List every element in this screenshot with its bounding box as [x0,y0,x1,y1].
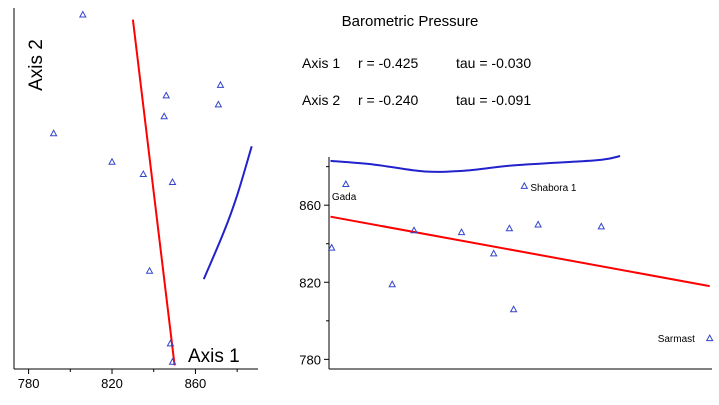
panel1-point-triangle [520,181,529,189]
panel0-point-triangle [139,170,148,178]
panel0-point-triangle [168,357,177,365]
panel0-point-triangle [216,80,225,88]
stat-axis1-tau: tau = -0.030 [456,55,531,71]
panel1-point-triangle [509,305,518,313]
panel0-fit-line-1 [202,146,253,280]
panel1-y-tick-label: 780 [299,352,321,367]
panel1-y-tick-label: 820 [299,275,321,290]
panel1-point-triangle [505,224,514,232]
panel0-point-triangle [214,100,223,108]
point-label-gada: Gada [332,192,357,203]
panel1-point-triangle [597,222,606,230]
panel1-point-triangle [410,226,418,234]
stat-axis1-r: r = -0.425 [358,55,419,71]
stat-axis2-name: Axis 2 [302,92,340,108]
panel0-fit-line-0 [131,19,176,366]
panel0-x-tick-label: 780 [18,376,40,391]
panel0-x-tick-label: 820 [101,376,123,391]
left-ylabel: Axis 2 [26,39,47,91]
panel1-point-triangle [705,334,714,342]
panel1-point-triangle [388,280,397,288]
point-label-shabora-1: Shabora 1 [530,183,577,194]
panel0-x-tick-label: 860 [185,376,207,391]
point-label-sarmast: Sarmast [658,334,695,345]
panel0-point-triangle [166,339,175,347]
stat-axis2-tau: tau = -0.091 [456,92,531,108]
stat-axis1-name: Axis 1 [302,55,340,71]
stat-axis2-r: r = -0.240 [358,92,419,108]
panel1-point-triangle [327,243,336,251]
right-title: Barometric Pressure [342,13,479,30]
panel0-point-triangle [108,157,116,165]
panel1-fit-line-1 [330,155,621,173]
panel0-point-triangle [160,112,168,120]
left-xlabel: Axis 1 [188,346,240,367]
panel0-point-triangle [145,266,154,274]
chart-marks: 780 820 860 860 820 780 Gada Shabora 1 Sarmast [18,10,714,391]
panel0-point-triangle [162,91,171,99]
panel1-point-triangle [534,220,542,228]
panel1-point-triangle [342,179,350,187]
panel0-point-triangle [49,129,58,137]
panel0-point-triangle [168,177,177,186]
panel0-point-triangle [78,10,87,18]
panel1-y-tick-label: 860 [299,198,321,213]
panel1-point-triangle [489,249,498,257]
panel1-point-triangle [457,228,466,236]
panel1-fit-line-0 [330,215,710,288]
